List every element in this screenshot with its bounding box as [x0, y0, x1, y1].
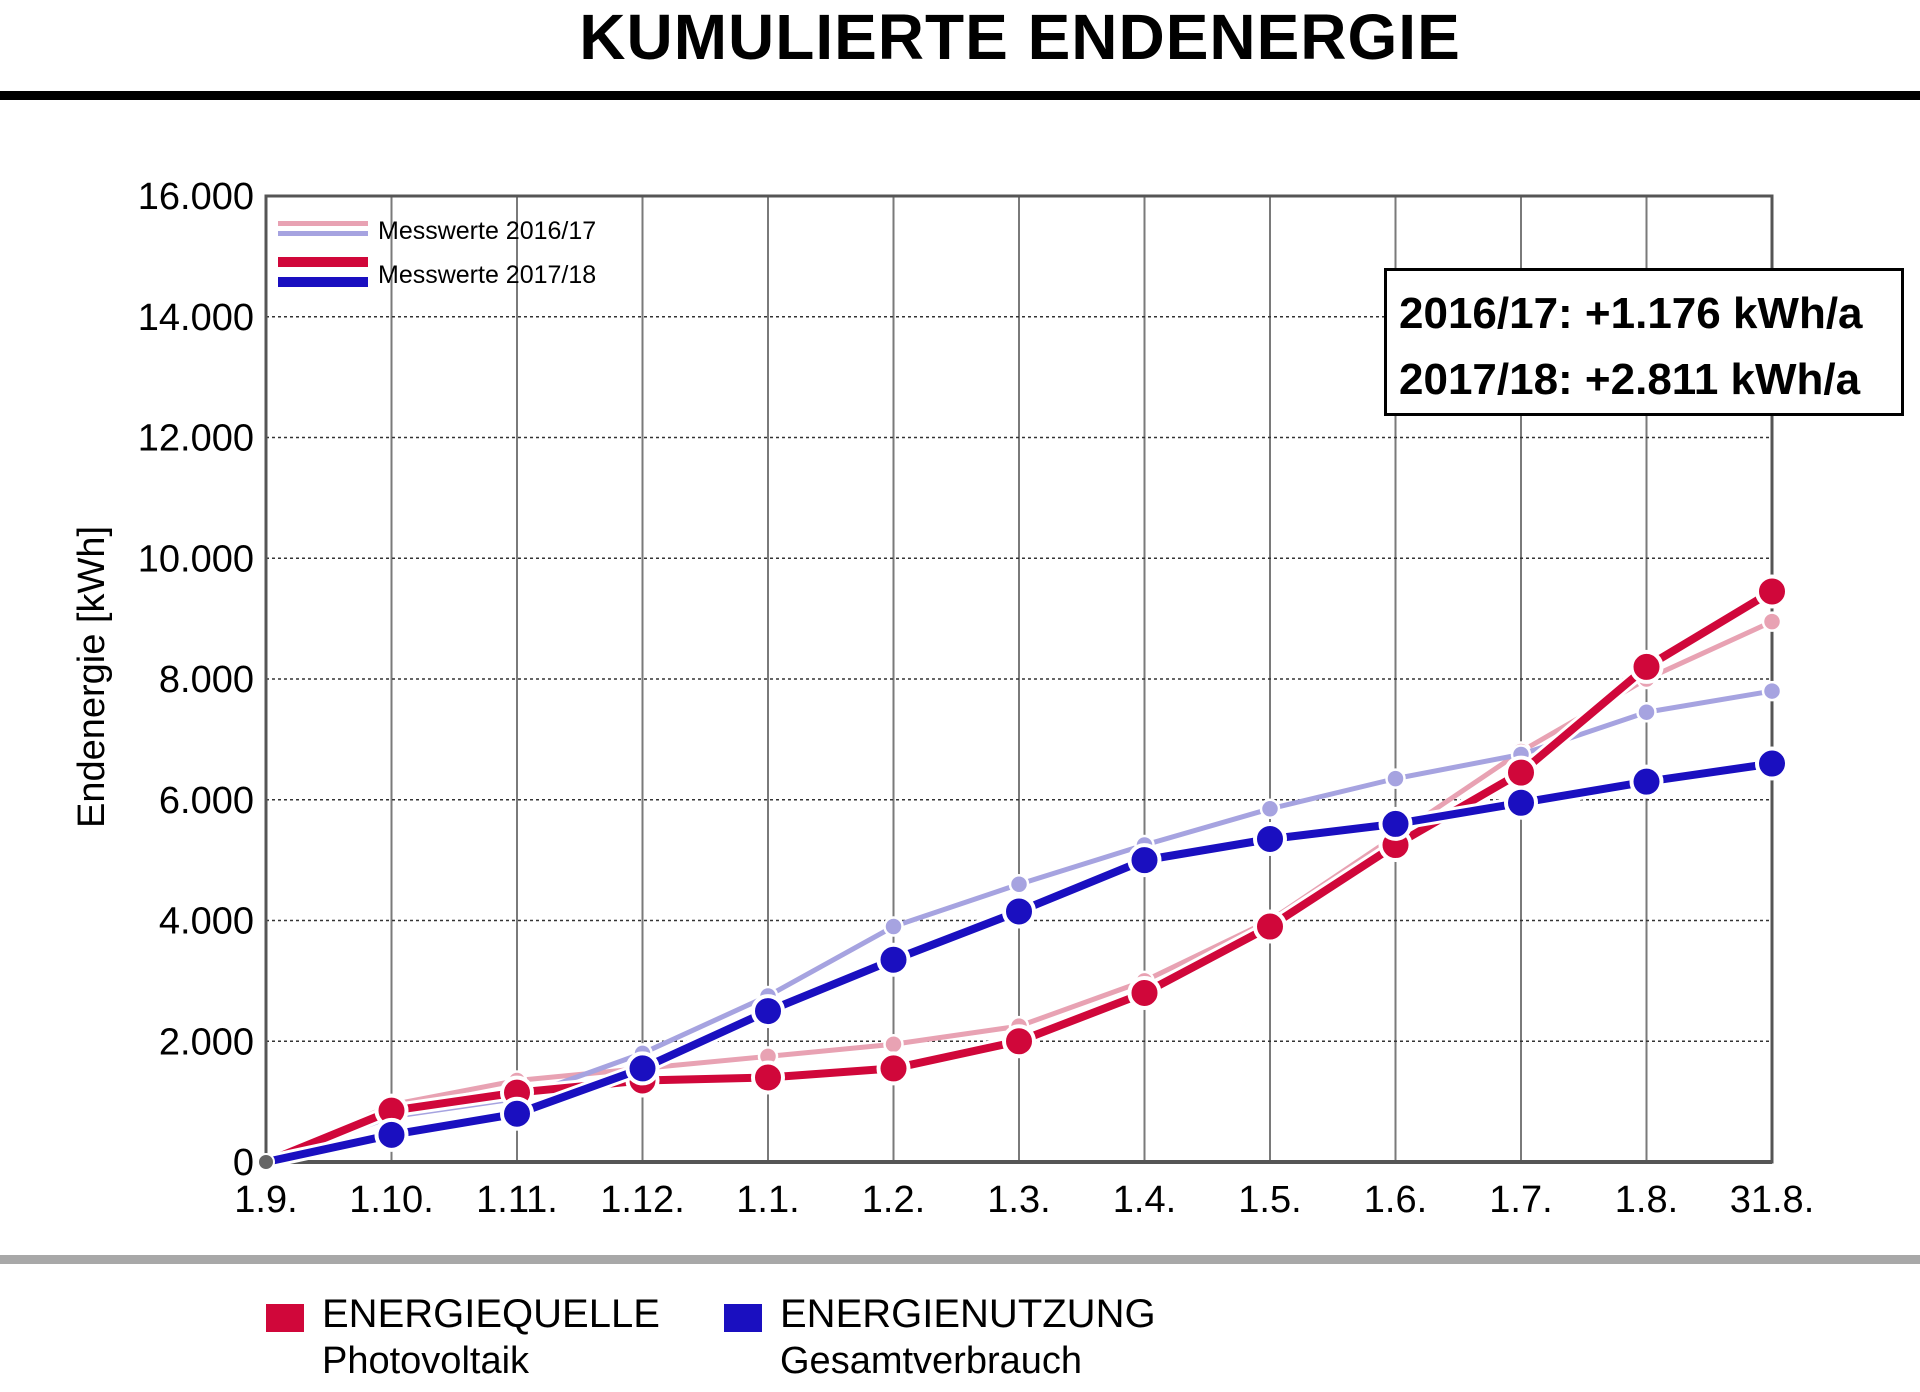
legend-swatch-blue	[724, 1304, 762, 1332]
y-tick-label: 4.000	[159, 901, 254, 943]
y-tick-label: 10.000	[138, 538, 254, 580]
legend-sub-photovoltaik: Photovoltaik	[322, 1340, 530, 1382]
summary-line-2017: 2017/18: +2.811 kWh/a	[1399, 355, 1861, 404]
data-point	[883, 1034, 904, 1055]
x-tick-label: 1.10.	[349, 1179, 434, 1221]
x-tick-label: 31.8.	[1730, 1179, 1815, 1221]
data-point	[1504, 755, 1538, 790]
data-point	[374, 1117, 409, 1152]
y-tick-label: 14.000	[138, 297, 254, 339]
data-point	[883, 916, 904, 937]
x-tick-label: 1.4.	[1113, 1179, 1176, 1221]
legend-label-energienutzung: ENERGIENUTZUNG	[780, 1292, 1156, 1336]
y-tick-label: 0	[233, 1142, 254, 1184]
data-point	[1761, 611, 1783, 632]
data-point	[876, 1051, 911, 1086]
data-point	[1629, 649, 1664, 684]
data-point	[625, 1051, 660, 1086]
data-point	[1629, 764, 1664, 799]
x-tick-label: 1.9.	[234, 1179, 297, 1221]
data-point	[1008, 874, 1030, 895]
x-tick-label: 1.11.	[476, 1179, 558, 1221]
y-tick-label: 12.000	[138, 418, 254, 460]
summary-box: 2016/17: +1.176 kWh/a 2017/18: +2.811 kW…	[1384, 268, 1904, 416]
data-point	[1378, 806, 1413, 841]
data-point	[1002, 1024, 1036, 1059]
y-tick-label: 6.000	[159, 780, 254, 822]
legend-label-energiequelle: ENERGIEQUELLE	[322, 1292, 660, 1336]
axis-layer: 0 2.000 4.000 6.000 8.000 10.000 12.000 14.000 1…	[71, 176, 1814, 1221]
legend-swatch-2017-nutzung	[278, 277, 368, 287]
y-tick-label: 8.000	[159, 659, 254, 701]
data-point	[1755, 746, 1789, 781]
data-point	[1002, 894, 1036, 929]
origin-point	[257, 1153, 275, 1171]
summary-line-2016: 2016/17: +1.176 kWh/a	[1399, 289, 1863, 338]
data-point	[1504, 785, 1538, 820]
legend-sub-gesamtverbrauch: Gesamtverbrauch	[780, 1340, 1083, 1382]
x-tick-label: 1.8.	[1615, 1179, 1678, 1221]
data-point	[1127, 843, 1162, 878]
series-layer	[257, 574, 1789, 1171]
legend-swatch-2016-nutzung	[278, 231, 368, 236]
inset-legend: Messwerte 2016/17 Messwerte 2017/18	[278, 217, 596, 289]
x-tick-label: 1.5.	[1238, 1179, 1301, 1221]
y-tick-label: 16.000	[138, 176, 254, 218]
y-tick-label: 2.000	[159, 1021, 254, 1063]
x-tick-label: 1.1.	[736, 1179, 799, 1221]
x-tick-label: 1.12.	[600, 1179, 685, 1221]
data-point	[1259, 798, 1281, 820]
data-point	[1253, 821, 1287, 856]
data-point	[751, 1060, 785, 1095]
x-tick-label: 1.6.	[1364, 1179, 1427, 1221]
x-tick-label: 1.3.	[987, 1179, 1050, 1221]
data-point	[751, 994, 785, 1029]
legend-label-2016: Messwerte 2016/17	[378, 217, 596, 245]
legend-swatch-2017-quelle	[278, 257, 368, 267]
data-point	[1127, 975, 1162, 1010]
y-axis-label: Endenergie [kWh]	[71, 526, 113, 828]
legend-swatch-red	[266, 1304, 304, 1332]
top-divider	[0, 91, 1920, 100]
chart-title: KUMULIERTE ENDENERGIE	[579, 1, 1461, 73]
data-point	[1755, 574, 1789, 609]
data-point	[1253, 909, 1287, 944]
data-point	[1385, 768, 1406, 789]
legend-swatch-2016-quelle	[278, 221, 368, 226]
data-point	[500, 1096, 534, 1131]
legend-label-2017: Messwerte 2017/18	[378, 261, 596, 289]
x-tick-label: 1.2.	[862, 1179, 925, 1221]
data-point	[876, 942, 911, 977]
data-point	[1636, 701, 1657, 723]
data-point	[1761, 680, 1783, 702]
bottom-divider	[0, 1255, 1920, 1264]
x-tick-label: 1.7.	[1489, 1179, 1552, 1221]
